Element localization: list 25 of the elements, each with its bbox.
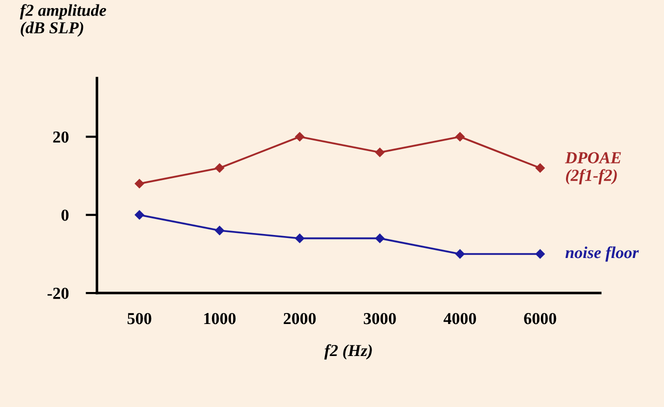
series-label: DPOAE (2f1-f2) [565,152,621,184]
point [375,148,384,158]
point [295,234,304,243]
x-tick-label: 6000 [524,312,556,324]
point [295,132,304,142]
point [214,163,224,173]
x-tick-label: 4000 [444,312,476,324]
y-axis-title: f2 amplitude (dB SLP) [20,4,106,37]
point [536,163,545,173]
x-tick-label: 500 [128,312,152,324]
point [375,234,384,243]
point [214,226,224,236]
point [134,210,144,220]
y-tick-label: -20 [48,288,69,299]
x-tick-label: 3000 [364,312,396,324]
x-axis-title: f2 (Hz) [324,344,372,360]
x-tick-label: 1000 [204,312,236,324]
y-tick-label: 0 [61,210,69,221]
y-tick-label: 20 [53,131,69,143]
point [455,249,465,259]
point [134,179,144,188]
point [455,132,465,142]
x-tick-label: 2000 [284,312,316,324]
point [536,249,545,259]
series-label: noise floor [565,246,639,262]
